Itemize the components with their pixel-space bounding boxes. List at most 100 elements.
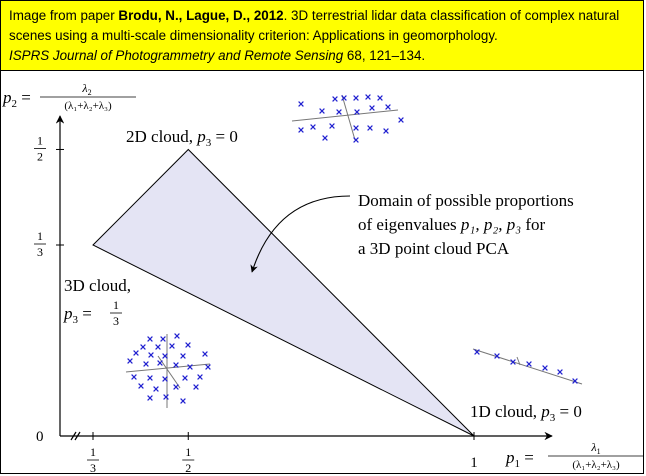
- x-mark-icon: [169, 343, 175, 349]
- x-mark-icon: [143, 361, 149, 367]
- x-tick-numerator: 1: [90, 445, 96, 459]
- x-mark-icon: [354, 109, 360, 115]
- svg-text:p3 =: p3 =: [63, 304, 92, 326]
- x-mark-icon: [147, 336, 153, 342]
- x-tick-label: 1: [470, 455, 478, 471]
- x-mark-icon: [147, 395, 153, 401]
- x-mark-icon: [322, 135, 328, 141]
- citation-journal: ISPRS Journal of Photogrammetry and Remo…: [9, 48, 344, 63]
- svg-text:λ1: λ1: [590, 440, 600, 456]
- point-cloud-3d-illustration: [125, 333, 211, 408]
- x-mark-icon: [353, 137, 359, 143]
- x-mark-icon: [398, 117, 404, 123]
- x-tick-numerator: 1: [185, 445, 191, 459]
- annotation-1d-cloud: 1D cloud, p3 = 0: [470, 402, 582, 424]
- x-mark-icon: [138, 383, 144, 389]
- svg-text:a 3D point cloud PCA: a 3D point cloud PCA: [358, 239, 510, 258]
- x-mark-icon: [173, 362, 179, 368]
- x-mark-icon: [367, 125, 373, 131]
- x-mark-icon: [336, 109, 342, 115]
- x-mark-icon: [148, 352, 154, 358]
- x-mark-icon: [202, 351, 208, 357]
- point-cloud-2d-illustration: [291, 94, 404, 143]
- x-mark-icon: [162, 353, 168, 359]
- x-mark-icon: [180, 353, 186, 359]
- x-mark-icon: [319, 108, 325, 114]
- x-mark-icon: [163, 394, 169, 400]
- x-tick-denominator: 3: [90, 461, 96, 475]
- x-mark-icon: [197, 374, 203, 380]
- x-mark-icon: [510, 359, 516, 365]
- origin-label: 0: [36, 429, 44, 445]
- x-mark-icon: [494, 353, 500, 359]
- x-mark-icon: [353, 95, 359, 101]
- y-axis-label: p2 = λ2 (λ₁+λ₂+λ₃): [2, 81, 136, 112]
- x-mark-icon: [353, 125, 359, 131]
- x-mark-icon: [385, 104, 391, 110]
- annotation-2d-cloud: 2D cloud, p3 = 0: [126, 127, 238, 149]
- citation-prefix: Image from paper: [9, 8, 119, 23]
- domain-pointer-arrow: [250, 195, 351, 273]
- svg-text:1: 1: [113, 298, 119, 312]
- x-mark-icon: [329, 123, 335, 129]
- y-tick-numerator: 1: [37, 133, 43, 147]
- x-mark-icon: [557, 369, 563, 375]
- citation-box: Image from paper Brodu, N., Lague, D., 2…: [1, 1, 643, 71]
- x-mark-icon: [174, 333, 180, 339]
- svg-text:p1 =: p1 =: [505, 448, 534, 470]
- x-mark-icon: [310, 124, 316, 130]
- x-mark-icon: [157, 360, 163, 366]
- y-tick-numerator: 1: [37, 229, 43, 243]
- y-tick-denominator: 2: [37, 149, 43, 163]
- axis-break-icon: [70, 431, 81, 441]
- x-mark-icon: [205, 364, 211, 370]
- x-mark-icon: [131, 374, 137, 380]
- x-mark-icon: [365, 94, 371, 100]
- x-mark-icon: [572, 378, 578, 384]
- x-axis-label: p1 = λ1 (λ₁+λ₂+λ₃): [505, 440, 644, 471]
- svg-text:λ2: λ2: [81, 81, 91, 97]
- svg-text:3: 3: [113, 314, 119, 328]
- x-mark-icon: [298, 101, 304, 107]
- x-mark-icon: [369, 105, 375, 111]
- x-mark-icon: [298, 127, 304, 133]
- x-mark-icon: [180, 398, 186, 404]
- svg-text:3D cloud,: 3D cloud,: [64, 276, 131, 295]
- citation-pages: 68, 121–134.: [343, 48, 426, 63]
- x-mark-icon: [182, 375, 188, 381]
- x-mark-icon: [127, 358, 133, 364]
- x-mark-icon: [193, 384, 199, 390]
- x-mark-icon: [160, 336, 166, 342]
- svg-text:Domain of possible proportions: Domain of possible proportions: [358, 191, 574, 210]
- domain-triangle: [92, 148, 475, 437]
- x-mark-icon: [155, 344, 161, 350]
- annotation-3d-cloud: 3D cloud, p3 = 1 3: [63, 276, 131, 328]
- citation-title: . 3D terrestrial lidar data classificati…: [9, 8, 620, 43]
- x-mark-icon: [133, 350, 139, 356]
- svg-text:(λ₁+λ₂+λ₃): (λ₁+λ₂+λ₃): [572, 459, 620, 471]
- x-mark-icon: [140, 344, 146, 350]
- x-mark-icon: [332, 96, 338, 102]
- x-mark-icon: [173, 384, 179, 390]
- y-tick-denominator: 3: [37, 245, 43, 259]
- x-tick-denominator: 2: [185, 461, 191, 475]
- point-cloud-1d-illustration: [472, 348, 583, 385]
- x-mark-icon: [383, 128, 389, 134]
- axis-ticks: 1 2 1 3 1 3 1 2 1: [34, 133, 478, 475]
- citation-authors: Brodu, N., Lague, D., 2012: [118, 8, 284, 23]
- svg-text:(λ₁+λ₂+λ₃): (λ₁+λ₂+λ₃): [64, 100, 112, 112]
- x-mark-icon: [474, 349, 480, 355]
- x-mark-icon: [185, 342, 191, 348]
- x-mark-icon: [187, 364, 193, 370]
- svg-text:of eigenvalues p₁, p₂, p₃ for: of eigenvalues p₁, p₂, p₃ for: [358, 215, 546, 234]
- x-mark-icon: [377, 95, 383, 101]
- x-mark-icon: [162, 376, 168, 382]
- x-mark-icon: [526, 361, 532, 367]
- x-mark-icon: [147, 375, 153, 381]
- x-mark-icon: [341, 95, 347, 101]
- annotation-domain: Domain of possible proportions of eigenv…: [358, 191, 574, 258]
- svg-text:p2 =: p2 =: [2, 88, 31, 110]
- x-mark-icon: [542, 365, 548, 371]
- x-mark-icon: [153, 386, 159, 392]
